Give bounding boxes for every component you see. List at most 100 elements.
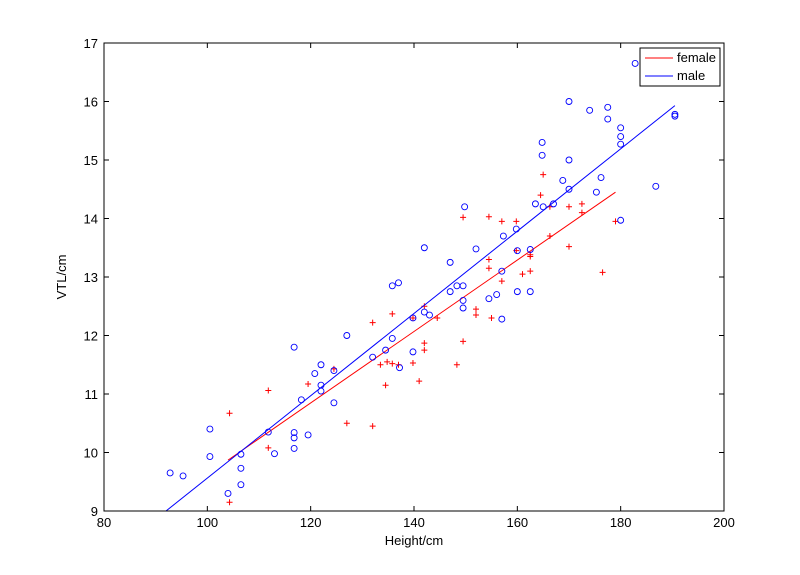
x-axis-label: Height/cm [385,533,444,548]
male-point [586,106,594,114]
male-point [617,124,625,132]
y-axis-label: VTL/cm [54,255,69,300]
female-point [226,410,233,417]
series-female [226,171,619,506]
female-point [421,340,428,347]
male-point [420,244,428,252]
male-point [369,353,377,361]
male-point [526,246,534,253]
female-point [566,243,572,250]
female-point [265,444,272,451]
axis-ticks: 80 100 120 140 160 180 200 9 10 11 12 13 14 15 16 17 [84,36,735,530]
x-tick-label: 80 [97,515,111,530]
female-fit-line [227,191,616,461]
y-tick-label: 9 [91,504,98,519]
male-point [426,311,433,319]
male-point [459,296,467,304]
male-point [459,304,467,312]
male-point [485,295,493,303]
male-point [311,370,319,377]
male-point [531,200,539,208]
female-point [384,358,391,365]
male-point [499,232,507,240]
legend-label-male: male [677,68,705,83]
male-point [330,367,338,375]
y-tick-label: 16 [84,95,98,110]
male-point [671,110,679,118]
male-point [498,315,506,323]
male-point [206,453,214,461]
x-tick-label: 100 [196,515,218,530]
x-tick-label: 180 [610,515,632,530]
male-point [559,177,567,184]
male-point [388,334,396,342]
x-tick-label: 140 [403,515,425,530]
female-point [540,171,547,178]
female-point [527,268,534,275]
male-point [538,138,546,146]
male-point [395,279,402,287]
x-tick-label: 160 [506,515,528,530]
y-tick-label: 13 [84,270,98,285]
male-point [304,431,312,439]
male-point [617,140,625,148]
male-point [237,481,245,489]
male-point [513,288,521,296]
male-point [317,361,325,369]
x-tick-label: 120 [300,515,322,530]
male-point [617,216,625,224]
plot-marks [165,60,679,512]
male-fit-line [165,105,676,512]
male-point [206,425,214,433]
female-point [513,218,520,225]
female-point [305,381,312,388]
female-point [473,312,479,319]
female-point [343,420,350,427]
male-point [290,429,298,437]
female-point [519,271,526,278]
male-point [498,267,506,275]
male-point [592,188,600,196]
male-point [652,182,660,190]
male-point [539,203,547,211]
male-point [396,364,403,372]
female-point [578,200,585,207]
female-point [485,265,492,272]
female-point [369,319,376,326]
male-point [526,288,534,296]
female-point [498,278,505,285]
male-point [409,348,417,356]
male-point [330,399,338,407]
legend-label-female: female [677,50,716,65]
male-point [343,332,351,339]
female-point [566,203,572,210]
y-tick-label: 15 [84,153,98,168]
male-point [597,174,605,182]
male-point [446,288,454,296]
male-point [271,450,278,458]
male-point [459,282,467,290]
male-point [538,151,546,159]
female-point [409,314,416,321]
male-point [382,346,390,354]
male-point [472,245,480,253]
female-point [369,423,376,430]
male-point [224,490,232,497]
female-point [578,209,585,216]
male-point [604,115,612,123]
female-point [382,382,389,389]
female-point [460,338,467,345]
female-point [485,213,492,220]
female-point [265,387,272,394]
female-point [453,361,460,368]
female-point [485,256,492,263]
male-point [237,450,245,458]
male-point [617,133,625,141]
female-point [498,218,505,225]
y-tick-label: 17 [84,36,98,51]
male-point [290,343,298,351]
y-tick-label: 10 [84,446,98,461]
male-point [513,247,521,255]
male-point [388,282,396,290]
male-point [565,185,573,193]
